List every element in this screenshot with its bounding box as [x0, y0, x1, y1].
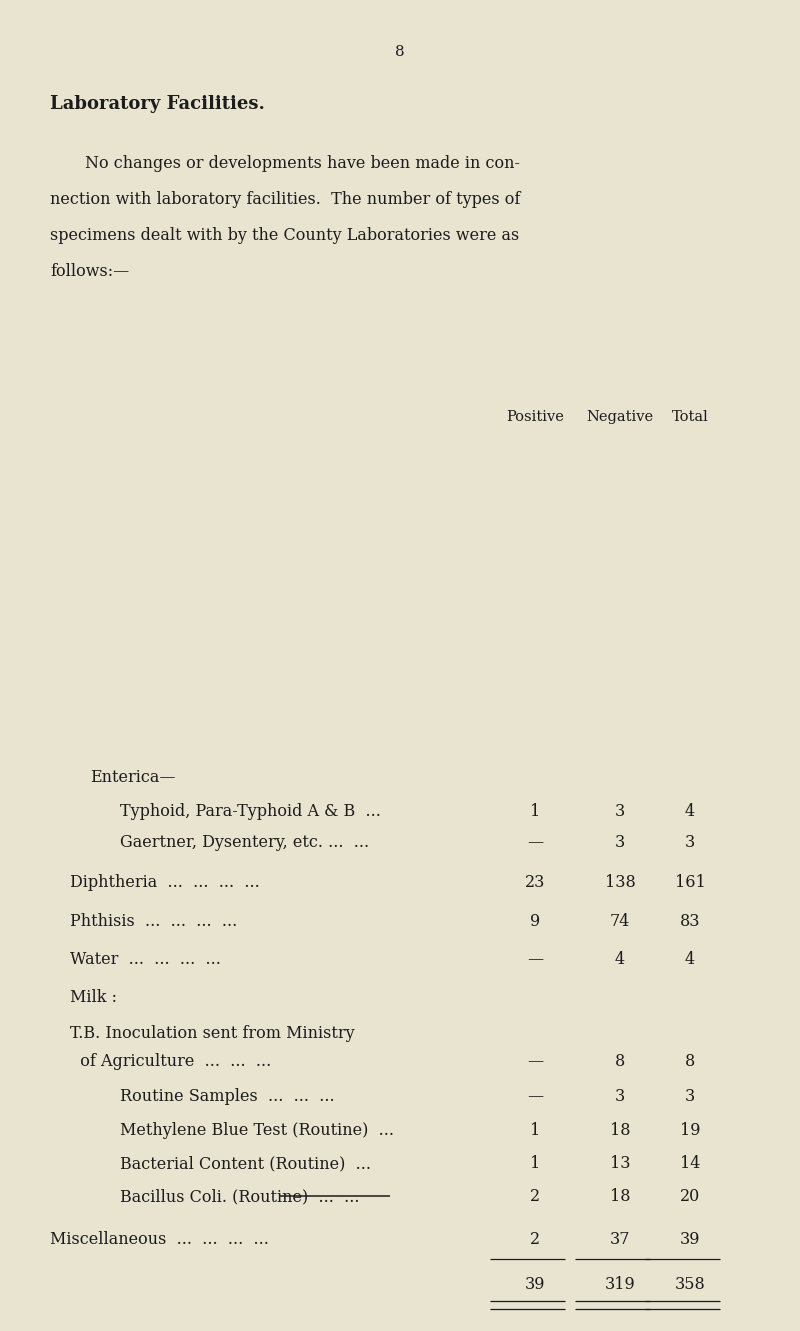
Text: 37: 37 — [610, 1231, 630, 1248]
Text: 20: 20 — [680, 1189, 700, 1205]
Text: Water  ...  ...  ...  ...: Water ... ... ... ... — [70, 952, 221, 968]
Text: 74: 74 — [610, 913, 630, 930]
Text: 2: 2 — [530, 1189, 540, 1205]
Text: Enterica—: Enterica— — [90, 769, 175, 787]
Text: nection with laboratory facilities.  The number of types of: nection with laboratory facilities. The … — [50, 192, 520, 208]
Text: Methylene Blue Test (Routine)  ...: Methylene Blue Test (Routine) ... — [120, 1122, 394, 1139]
Text: Total: Total — [672, 410, 708, 425]
Text: 9: 9 — [530, 913, 540, 930]
Text: 8: 8 — [615, 1053, 625, 1070]
Text: —: — — [527, 1087, 543, 1105]
Text: 1: 1 — [530, 1155, 540, 1173]
Text: specimens dealt with by the County Laboratories were as: specimens dealt with by the County Labor… — [50, 228, 519, 244]
Text: 1: 1 — [530, 1122, 540, 1139]
Text: 161: 161 — [674, 874, 706, 890]
Text: 1: 1 — [530, 803, 540, 820]
Text: follows:—: follows:— — [50, 264, 130, 280]
Text: 3: 3 — [615, 1087, 625, 1105]
Text: Phthisis  ...  ...  ...  ...: Phthisis ... ... ... ... — [70, 913, 238, 930]
Text: Bacterial Content (Routine)  ...: Bacterial Content (Routine) ... — [120, 1155, 371, 1173]
Text: 4: 4 — [685, 803, 695, 820]
Text: 2: 2 — [530, 1231, 540, 1248]
Text: 23: 23 — [525, 874, 545, 890]
Text: 3: 3 — [615, 803, 625, 820]
Text: 358: 358 — [674, 1276, 706, 1292]
Text: Laboratory Facilities.: Laboratory Facilities. — [50, 95, 265, 113]
Text: 8: 8 — [685, 1053, 695, 1070]
Text: —: — — [527, 1053, 543, 1070]
Text: 13: 13 — [610, 1155, 630, 1173]
Text: No changes or developments have been made in con-: No changes or developments have been mad… — [85, 154, 520, 172]
Text: Routine Samples  ...  ...  ...: Routine Samples ... ... ... — [120, 1087, 334, 1105]
Text: Miscellaneous  ...  ...  ...  ...: Miscellaneous ... ... ... ... — [50, 1231, 269, 1248]
Text: of Agriculture  ...  ...  ...: of Agriculture ... ... ... — [70, 1053, 271, 1070]
Text: 39: 39 — [680, 1231, 700, 1248]
Text: 3: 3 — [685, 1087, 695, 1105]
Text: 8: 8 — [395, 45, 405, 59]
Text: Bacillus Coli. (Routine)  ...  ...: Bacillus Coli. (Routine) ... ... — [120, 1189, 359, 1205]
Text: Negative: Negative — [586, 410, 654, 425]
Text: Typhoid, Para-Typhoid A & B  ...: Typhoid, Para-Typhoid A & B ... — [120, 803, 381, 820]
Text: T.B. Inoculation sent from Ministry: T.B. Inoculation sent from Ministry — [70, 1025, 354, 1042]
Text: Gaertner, Dysentery, etc. ...  ...: Gaertner, Dysentery, etc. ... ... — [120, 835, 369, 851]
Text: 18: 18 — [610, 1189, 630, 1205]
Text: 138: 138 — [605, 874, 635, 890]
Text: 319: 319 — [605, 1276, 635, 1292]
Text: —: — — [527, 835, 543, 851]
Text: —: — — [527, 952, 543, 968]
Text: Positive: Positive — [506, 410, 564, 425]
Text: 3: 3 — [615, 835, 625, 851]
Text: 4: 4 — [685, 952, 695, 968]
Text: 14: 14 — [680, 1155, 700, 1173]
Text: 19: 19 — [680, 1122, 700, 1139]
Text: 18: 18 — [610, 1122, 630, 1139]
Text: 83: 83 — [680, 913, 700, 930]
Text: 39: 39 — [525, 1276, 546, 1292]
Text: 4: 4 — [615, 952, 625, 968]
Text: Diphtheria  ...  ...  ...  ...: Diphtheria ... ... ... ... — [70, 874, 260, 890]
Text: 3: 3 — [685, 835, 695, 851]
Text: Milk :: Milk : — [70, 989, 117, 1006]
